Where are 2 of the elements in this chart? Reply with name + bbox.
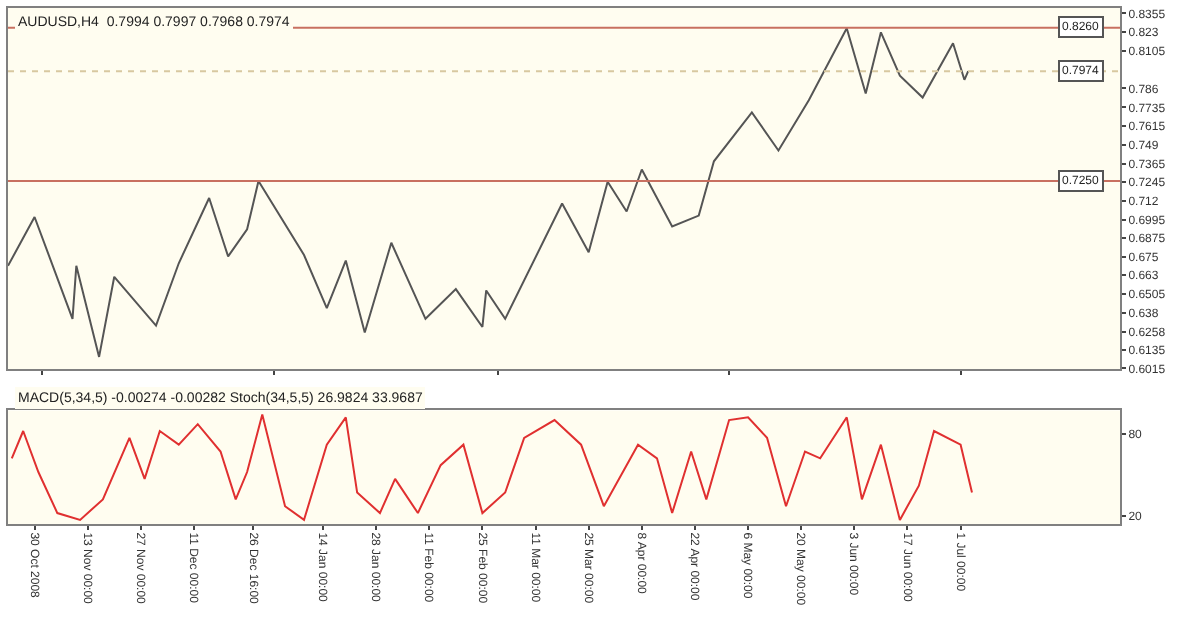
line-series: [10, 413, 973, 521]
line-series: [8, 27, 970, 358]
